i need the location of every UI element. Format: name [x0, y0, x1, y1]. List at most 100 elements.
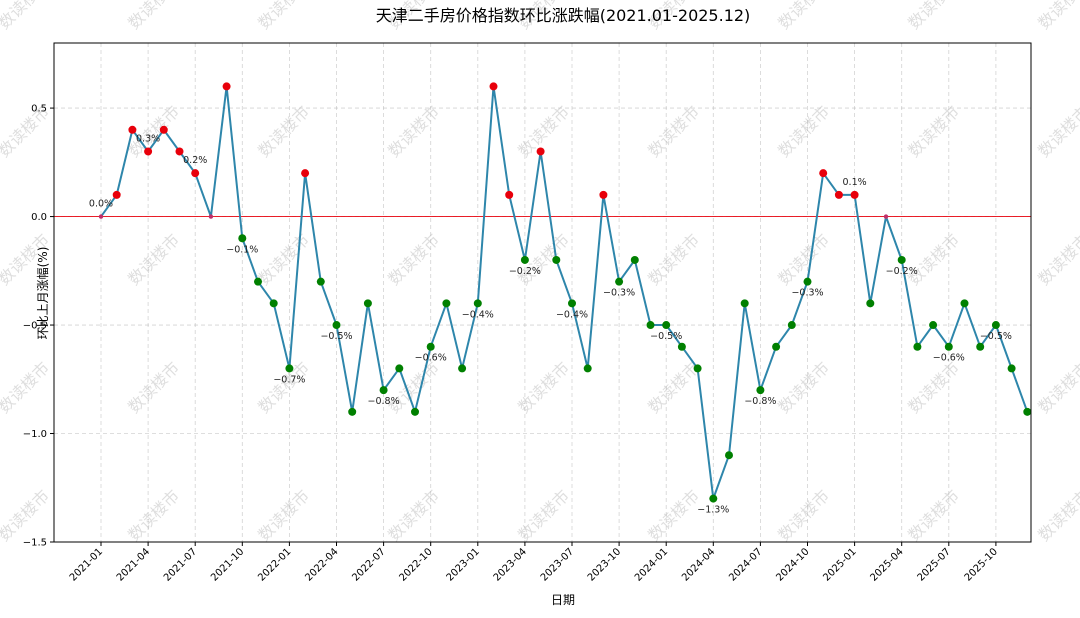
x-tick-label: 2021-04	[115, 546, 152, 583]
watermark-text: 数读楼市	[644, 486, 703, 545]
data-point	[552, 255, 561, 264]
data-point	[128, 125, 137, 134]
watermark-text: 数读楼市	[1034, 102, 1080, 161]
plot-frame	[53, 42, 1032, 543]
watermark-text: 数读楼市	[1034, 486, 1080, 545]
data-label: −0.8%	[368, 396, 400, 407]
data-label: −0.5%	[650, 331, 682, 342]
data-point	[442, 299, 451, 308]
data-point	[520, 255, 529, 264]
data-point	[960, 299, 969, 308]
data-label: −0.2%	[886, 266, 918, 277]
data-point	[332, 321, 341, 330]
watermark-text: 数读楼市	[514, 486, 573, 545]
data-label: −0.6%	[933, 353, 965, 364]
data-point	[787, 321, 796, 330]
data-point	[301, 169, 310, 178]
x-tick-label: 2025-01	[821, 546, 858, 583]
data-label: −0.5%	[320, 331, 352, 342]
data-point	[756, 386, 765, 395]
data-point	[159, 125, 168, 134]
data-point	[803, 277, 812, 286]
watermark-text: 数读楼市	[0, 486, 53, 545]
series-line	[100, 85, 1029, 500]
data-point	[144, 147, 153, 156]
data-label: −0.7%	[273, 374, 305, 385]
x-tick-label: 2023-04	[492, 546, 529, 583]
watermark-text: 数读楼市	[904, 230, 963, 289]
x-tick-label: 2021-10	[209, 546, 246, 583]
watermark-text: 数读楼市	[1034, 358, 1080, 417]
y-tick-label: −1.0	[23, 429, 47, 440]
data-point	[254, 277, 262, 286]
x-tick-label: 2021-01	[68, 546, 105, 583]
data-point	[976, 342, 985, 351]
data-label: 0.1%	[843, 177, 867, 188]
data-point	[866, 299, 875, 308]
watermark-text: 数读楼市	[774, 230, 833, 289]
watermark-text: 数读楼市	[904, 0, 963, 33]
data-point	[112, 190, 121, 199]
data-point	[505, 190, 514, 199]
data-label: −0.6%	[415, 353, 447, 364]
watermark-text: 数读楼市	[774, 358, 833, 417]
watermark-text: 数读楼市	[904, 486, 963, 545]
x-tick-label: 2025-04	[868, 546, 905, 583]
watermark-text: 数读楼市	[254, 102, 313, 161]
data-label: 0.2%	[183, 155, 207, 166]
watermark-text: 数读楼市	[644, 102, 703, 161]
data-point	[568, 299, 576, 308]
data-label: 0.0%	[89, 199, 113, 210]
data-point	[599, 190, 608, 199]
data-point	[458, 364, 467, 373]
data-point	[175, 147, 184, 156]
data-point	[222, 82, 231, 91]
y-tick-label: 0.5	[31, 104, 47, 115]
data-point-layer	[98, 82, 1032, 503]
watermark-text: 数读楼市	[254, 230, 313, 289]
y-tick-label: −1.5	[23, 538, 47, 549]
data-point	[1023, 407, 1032, 416]
watermark-text: 数读楼市	[254, 486, 313, 545]
data-point	[208, 214, 214, 219]
data-label: −0.5%	[980, 331, 1012, 342]
watermark-text: 数读楼市	[384, 230, 443, 289]
data-label: −0.4%	[556, 309, 588, 320]
data-point	[536, 147, 545, 156]
data-point	[1007, 364, 1016, 373]
x-tick-label: 2023-07	[539, 546, 576, 583]
data-point	[348, 407, 357, 416]
watermark-text: 数读楼市	[0, 358, 53, 417]
data-point	[191, 169, 200, 178]
y-tick-label: 0.0	[31, 212, 47, 223]
data-point	[646, 321, 655, 330]
data-label: −0.1%	[226, 244, 258, 255]
data-point	[615, 277, 624, 286]
chart-title: 天津二手房价格指数环比涨跌幅(2021.01-2025.12)	[376, 6, 751, 25]
series-line-layer	[100, 85, 1029, 500]
watermark-text: 数读楼市	[384, 102, 443, 161]
data-point	[269, 299, 278, 308]
y-tick-label: −0.5	[23, 321, 47, 332]
data-label: −1.3%	[697, 505, 729, 516]
data-point	[819, 169, 828, 178]
x-tick-label: 2023-01	[445, 546, 482, 583]
watermark-text: 数读楼市	[904, 358, 963, 417]
data-label-layer: 0.0% 0.3% 0.2% −0.1% −0.7% −0.5% −0.8% −0.6% −0.…	[89, 133, 1012, 515]
watermark-text: 数读楼市	[644, 230, 703, 289]
data-point	[740, 299, 749, 308]
x-tick-label: 2021-07	[162, 546, 199, 583]
x-tick-label: 2022-04	[303, 546, 340, 583]
data-point	[285, 364, 294, 373]
x-tick-label: 2022-01	[256, 546, 293, 583]
watermark-text: 数读楼市	[514, 358, 573, 417]
data-label: −0.4%	[462, 309, 494, 320]
data-label: −0.3%	[791, 288, 823, 299]
data-label: −0.2%	[509, 266, 541, 277]
data-point	[772, 342, 781, 351]
data-point	[725, 451, 733, 460]
data-point	[929, 321, 938, 330]
watermark-text: 数读楼市	[1034, 0, 1080, 33]
